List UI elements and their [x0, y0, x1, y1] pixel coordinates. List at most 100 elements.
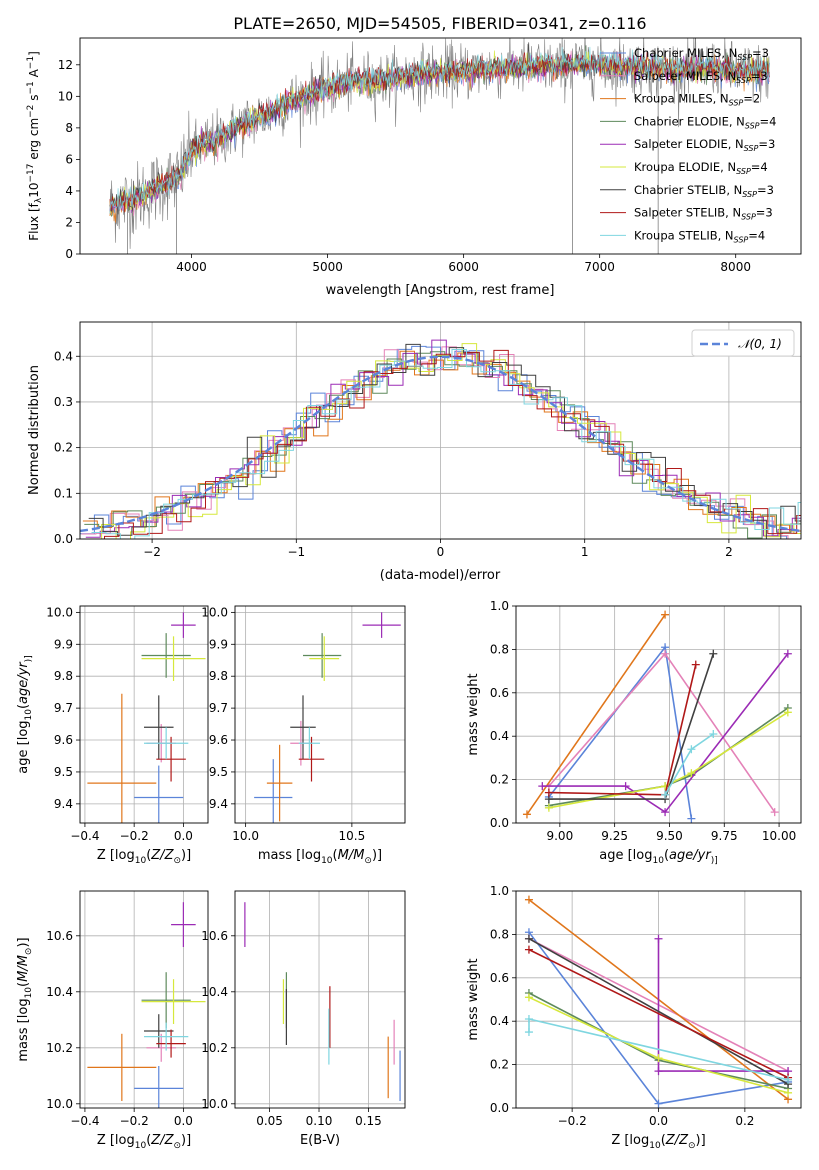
weight-point-marker — [524, 993, 533, 1002]
y-tick-label: 9.7 — [209, 701, 228, 715]
grid — [516, 605, 801, 824]
axes-overlay: −2 −1 0 1 2 0.0 0.1 0.2 0.3 0.4 (data-model)/error… — [27, 321, 802, 583]
axes-overlay: 10.0 10.5 9.4 9.5 9.6 9.7 9.8 9.9 10.0 mass [log1… — [201, 605, 406, 866]
y-tick-label: 0.6 — [490, 686, 509, 700]
weight-series-line — [657, 938, 788, 1072]
legend-entry: 𝒩(0, 1) — [738, 337, 782, 351]
y-tick-label: 0.3 — [54, 395, 73, 409]
weight-point-marker — [654, 1054, 663, 1063]
weight-point-marker — [770, 808, 779, 817]
y-tick-label: 6 — [65, 152, 73, 166]
y-tick-label: 10.0 — [201, 1097, 228, 1111]
y-tick-label: 9.8 — [54, 669, 73, 683]
axes-mass-vs-Z: −0.4 −0.2 0.0 10.0 10.2 10.4 10.6 Z [log10(Z/Z⊙… — [16, 890, 209, 1151]
residual-histogram — [91, 349, 801, 539]
x-tick-label: 0.0 — [174, 829, 193, 843]
legend-box — [691, 329, 795, 357]
axes-frame — [234, 605, 406, 824]
axes-frame — [79, 605, 209, 824]
plot-area — [80, 339, 801, 539]
weight-series-line — [528, 948, 789, 1079]
weight-point-marker — [783, 649, 792, 658]
y-tick-label: 0.0 — [54, 532, 73, 546]
x-tick-label: 10.0 — [232, 829, 259, 843]
x-tick-label: −0.2 — [558, 1114, 587, 1128]
x-tick-label: 0.10 — [306, 1114, 333, 1128]
legend-entry: Chabrier ELODIE, NSSP=4 — [634, 114, 776, 130]
y-tick-label: 4 — [65, 184, 73, 198]
y-tick-label: 10.0 — [201, 605, 228, 619]
plot-area — [109, 38, 770, 254]
axes-overlay: −0.2 0.0 0.2 0.0 0.2 0.4 0.6 0.8 1.0 Z [log10(Z/Z… — [466, 884, 802, 1151]
model-spectrum-line — [109, 42, 770, 215]
y-tick-label: 0.8 — [490, 642, 509, 656]
x-tick-label: 0.15 — [355, 1114, 382, 1128]
weight-point-marker — [524, 945, 533, 954]
y-tick-label: 1.0 — [490, 599, 509, 613]
axes-weight-vs-age: 9.00 9.25 9.50 9.75 10.00 0.0 0.2 0.4 0.6 0.8 1.0 a… — [466, 599, 802, 866]
x-tick-label: 0 — [437, 545, 445, 559]
axes-overlay: 9.00 9.25 9.50 9.75 10.00 0.0 0.2 0.4 0.6 0.8 1.0 a… — [466, 599, 802, 866]
x-axis-label: Z [log10(Z/Z⊙)] — [611, 1133, 705, 1151]
x-tick-label: 0.2 — [735, 1114, 754, 1128]
axes-frame — [79, 890, 209, 1109]
weight-point-marker — [687, 745, 696, 754]
y-tick-label: 9.7 — [54, 701, 73, 715]
weight-point-marker — [784, 1075, 793, 1084]
y-tick-label: 9.6 — [209, 733, 228, 747]
axes-frame — [515, 605, 802, 824]
grid — [235, 606, 405, 823]
y-tick-label: 0.2 — [490, 1058, 509, 1072]
x-tick-label: 6000 — [448, 260, 479, 274]
weight-point-marker — [661, 808, 670, 817]
axes-frame — [79, 37, 802, 255]
weight-point-marker — [661, 610, 670, 619]
axes-mass-vs-ebv: 0.05 0.10 0.15 10.0 10.2 10.4 10.6 E(B-V) — [201, 890, 406, 1148]
y-tick-label: 9.9 — [209, 637, 228, 651]
y-tick-label: 0.2 — [490, 773, 509, 787]
residual-histogram — [82, 350, 801, 532]
legend-entry: Salpeter STELIB, NSSP=3 — [634, 206, 773, 222]
axes-age-vs-mass: 10.0 10.5 9.4 9.5 9.6 9.7 9.8 9.9 10.0 mass [log1… — [201, 605, 406, 866]
y-tick-label: 0.4 — [490, 729, 509, 743]
x-tick-label: 4000 — [176, 260, 207, 274]
weight-point-marker — [687, 769, 696, 778]
x-axis-label: age [log10(age/yr)] — [599, 848, 717, 866]
weight-point-marker — [654, 1067, 663, 1076]
residual-histogram — [87, 343, 801, 539]
y-tick-label: 9.4 — [54, 797, 73, 811]
weight-point-marker — [544, 788, 553, 797]
weight-point-marker — [522, 810, 531, 819]
weight-point-marker — [784, 1088, 793, 1097]
axes-overlay: −0.4 −0.2 0.0 10.0 10.2 10.4 10.6 Z [log10(Z/Z⊙… — [16, 890, 209, 1151]
y-tick-label: 2 — [65, 215, 73, 229]
legend-entry: Chabrier STELIB, NSSP=3 — [634, 183, 774, 199]
y-axis-label: Normed distribution — [27, 365, 42, 495]
x-tick-label: 0.05 — [256, 1114, 283, 1128]
y-tick-label: 10 — [58, 89, 73, 103]
residual-histogram — [90, 349, 801, 539]
legend-entry: Salpeter ELODIE, NSSP=3 — [634, 137, 775, 153]
axes-residuals: −2 −1 0 1 2 0.0 0.1 0.2 0.3 0.4 (data-model)/error… — [27, 321, 802, 583]
x-tick-label: 9.25 — [601, 829, 628, 843]
x-tick-label: 0.0 — [649, 1114, 668, 1128]
weight-series-line — [526, 614, 666, 815]
grid — [80, 606, 208, 823]
plot-area — [254, 612, 401, 823]
x-axis-label: (data-model)/error — [380, 568, 501, 583]
x-tick-label: 9.75 — [711, 829, 738, 843]
axes-age-vs-Z: −0.4 −0.2 0.0 9.4 9.5 9.6 9.7 9.8 9.9 10.0 Z [log1… — [16, 605, 209, 866]
weight-point-marker — [709, 730, 718, 739]
legend-entry: Kroupa ELODIE, NSSP=4 — [634, 160, 768, 176]
weight-series-line — [548, 711, 789, 809]
x-tick-label: 0.0 — [174, 1114, 193, 1128]
y-tick-label: 10.6 — [46, 929, 73, 943]
y-tick-label: 10.2 — [201, 1041, 228, 1055]
x-tick-label: −0.4 — [70, 829, 99, 843]
weight-point-marker — [661, 790, 670, 799]
plot-area — [522, 610, 792, 823]
x-tick-label: 9.50 — [656, 829, 683, 843]
y-tick-label: 10.4 — [201, 985, 228, 999]
x-tick-label: 10.5 — [339, 829, 366, 843]
y-tick-label: 9.4 — [209, 797, 228, 811]
